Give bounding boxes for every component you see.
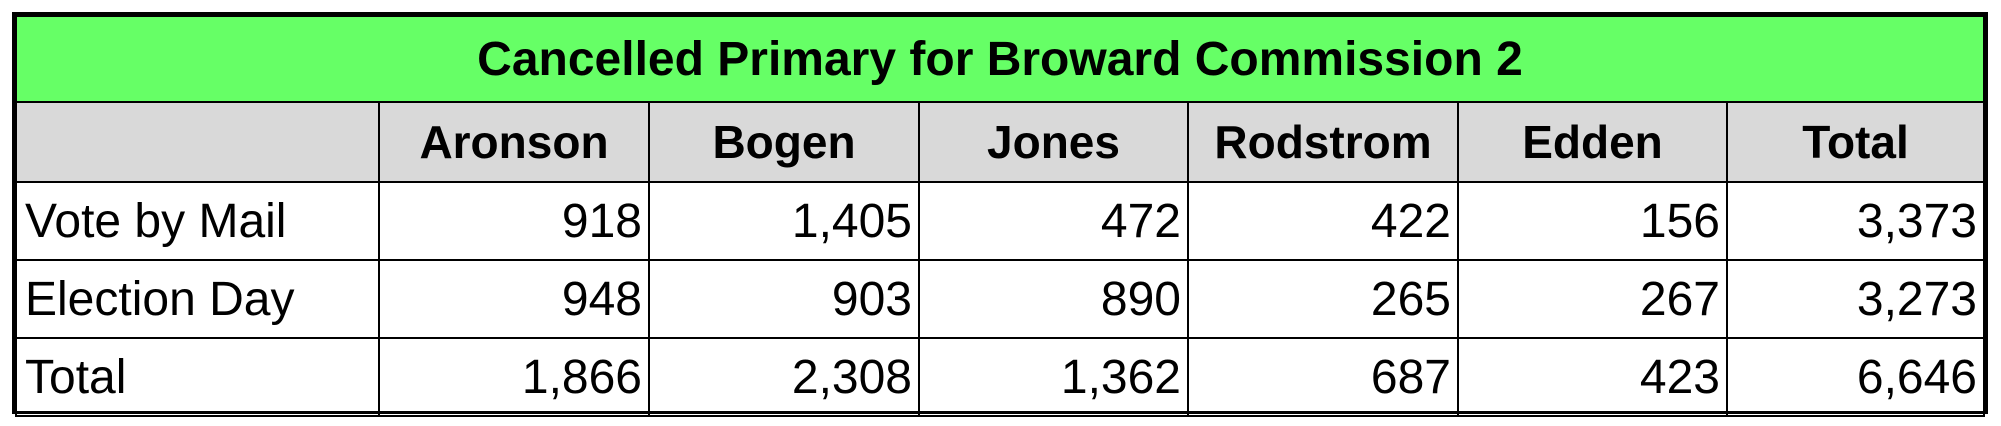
column-header-bogen: Bogen bbox=[648, 101, 920, 183]
row-label: Election Day bbox=[15, 259, 380, 339]
cell-value: 3,373 bbox=[1726, 181, 1985, 261]
cell-value: 918 bbox=[378, 181, 650, 261]
cell-value: 903 bbox=[648, 259, 920, 339]
column-header-aronson: Aronson bbox=[378, 101, 650, 183]
results-table-container: Cancelled Primary for Broward Commission… bbox=[12, 12, 1988, 417]
cell-value: 6,646 bbox=[1726, 337, 1985, 417]
table-row-vote-by-mail: Vote by Mail 918 1,405 472 422 156 3,373 bbox=[15, 181, 1985, 261]
cell-value: 472 bbox=[918, 181, 1189, 261]
cell-value: 2,308 bbox=[648, 337, 920, 417]
cell-value: 422 bbox=[1187, 181, 1459, 261]
row-label: Vote by Mail bbox=[15, 181, 380, 261]
cell-value: 267 bbox=[1457, 259, 1728, 339]
cell-value: 3,273 bbox=[1726, 259, 1985, 339]
row-label: Total bbox=[15, 337, 380, 417]
cell-value: 423 bbox=[1457, 337, 1728, 417]
cell-value: 265 bbox=[1187, 259, 1459, 339]
header-row: Aronson Bogen Jones Rodstrom Edden Total bbox=[15, 101, 1985, 183]
cell-value: 890 bbox=[918, 259, 1189, 339]
cell-value: 1,362 bbox=[918, 337, 1189, 417]
table-row-election-day: Election Day 948 903 890 265 267 3,273 bbox=[15, 259, 1985, 339]
cell-value: 1,866 bbox=[378, 337, 650, 417]
title-row: Cancelled Primary for Broward Commission… bbox=[15, 15, 1985, 103]
table-row-total: Total 1,866 2,308 1,362 687 423 6,646 bbox=[15, 337, 1985, 417]
column-header-jones: Jones bbox=[918, 101, 1189, 183]
cell-value: 1,405 bbox=[648, 181, 920, 261]
cell-value: 948 bbox=[378, 259, 650, 339]
column-header-edden: Edden bbox=[1457, 101, 1728, 183]
column-header-blank bbox=[15, 101, 380, 183]
table-title: Cancelled Primary for Broward Commission… bbox=[15, 15, 1985, 103]
results-table: Cancelled Primary for Broward Commission… bbox=[15, 15, 1985, 417]
cell-value: 687 bbox=[1187, 337, 1459, 417]
column-header-rodstrom: Rodstrom bbox=[1187, 101, 1459, 183]
cell-value: 156 bbox=[1457, 181, 1728, 261]
column-header-total: Total bbox=[1726, 101, 1985, 183]
